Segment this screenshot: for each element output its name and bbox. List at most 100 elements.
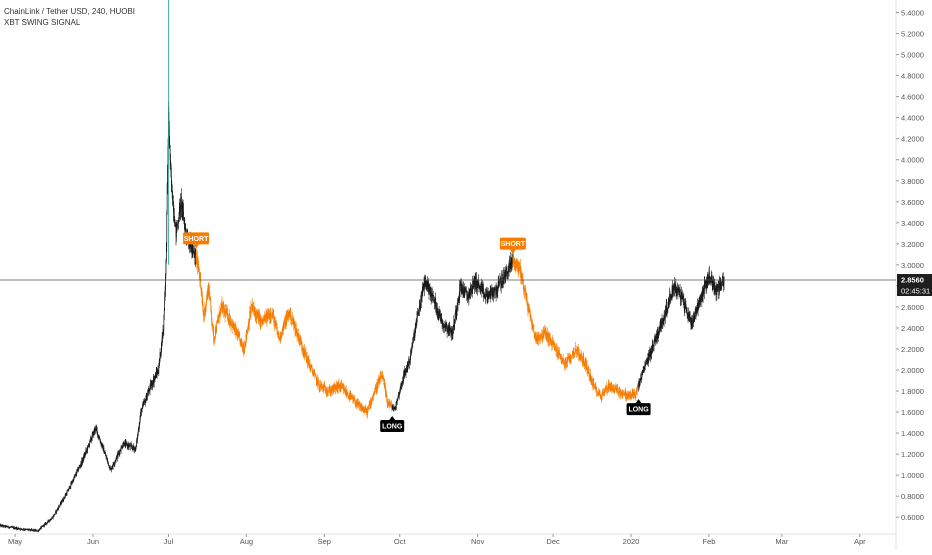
candle-body [246,333,247,337]
candle-body [548,333,549,342]
grid [0,0,896,550]
symbol-title[interactable]: ChainLink / Tether USD, 240, HUOBI [4,6,135,17]
candle-body [628,393,629,395]
y-tick-label: 5.4000 [901,9,924,18]
y-tick-label: 3.8000 [901,177,924,186]
y-tick-label: 2.6000 [901,303,924,312]
candle-body [62,502,63,503]
x-tick-label: Oct [394,537,407,546]
signals: SHORT LONG SHORT LONG [183,232,650,432]
signal-label-text: SHORT [501,241,526,248]
candle-body [567,361,568,366]
y-tick-label: 4.8000 [901,72,924,81]
price-badge: 2.8560 02:45:31 [897,274,932,296]
x-tick-label: Apr [854,537,866,546]
y-tick-label: 4.0000 [901,156,924,165]
candle-body [108,461,109,463]
candle-body [67,491,68,492]
y-tick-label: 3.6000 [901,198,924,207]
x-tick-label: Nov [471,537,485,546]
long-signal[interactable]: LONG [380,416,404,432]
candle-body [216,323,217,331]
y-tick-label: 1.0000 [901,471,924,480]
y-tick-label: 2.2000 [901,345,924,354]
candle-body [142,409,143,413]
y-tick-label: 5.0000 [901,51,924,60]
candle-body [210,299,211,306]
short-signal[interactable]: SHORT [183,232,209,248]
candle-body [48,520,49,521]
x-tick-label: 2020 [623,537,640,546]
candle-body [97,430,98,431]
chart-legend: ChainLink / Tether USD, 240, HUOBI XBT S… [4,6,135,28]
candle-body [397,401,398,404]
candle-body [686,304,687,308]
candle-body [420,301,421,308]
y-tick-label: 0.6000 [901,513,924,522]
candle-body [312,367,313,371]
short-signal[interactable]: SHORT [500,238,526,254]
y-tick-label: 4.4000 [901,114,924,123]
candle-body [193,248,194,250]
y-tick-label: 3.0000 [901,261,924,270]
candle-body [428,284,429,294]
candle-body [717,291,718,295]
candle-body [121,447,122,451]
candle-body [305,349,306,354]
x-tick-label: Feb [702,537,715,546]
candle-body [541,337,542,338]
candle-body [283,323,284,328]
y-tick-label: 1.8000 [901,387,924,396]
x-tick-label: Mar [775,537,788,546]
candle-body [130,445,131,447]
long-signal[interactable]: LONG [627,399,651,415]
candle-body [533,326,534,333]
candle-body [218,317,219,321]
candle-body [67,491,68,494]
candle-body [180,199,181,212]
y-axis: 0.6000 0.8000 1.0000 1.2000 1.4000 1.6000 1.80… [896,9,924,523]
signal-label-text: SHORT [184,236,209,243]
signal-label-text: LONG [382,423,403,430]
candle-body [318,380,319,384]
candle-body [132,447,133,448]
y-tick-label: 4.2000 [901,135,924,144]
candle-body [158,368,159,373]
candle-body [546,329,547,331]
y-tick-label: 1.6000 [901,408,924,417]
countdown-badge-value: 02:45:31 [901,287,930,296]
indicator-title[interactable]: XBT SWING SIGNAL [4,17,135,28]
candle-body [68,490,69,491]
price-badge-value: 2.8560 [901,276,924,285]
y-tick-label: 2.4000 [901,324,924,333]
candle-body [21,528,22,529]
y-tick-label: 3.4000 [901,219,924,228]
y-tick-label: 1.4000 [901,429,924,438]
signal-label-text: LONG [628,407,649,414]
candle-body [107,460,108,461]
candle-body [148,392,149,395]
y-tick-label: 5.2000 [901,30,924,39]
y-tick-label: 0.8000 [901,492,924,501]
candle-body [596,390,597,393]
candles [0,0,724,532]
x-tick-label: May [8,537,22,546]
candle-body [661,323,662,328]
x-tick-label: Jul [164,537,174,546]
y-tick-label: 3.2000 [901,240,924,249]
x-tick-label: Sep [318,537,331,546]
y-tick-label: 2.0000 [901,366,924,375]
candle-body [291,321,292,322]
x-tick-label: Aug [240,537,253,546]
candle-body [169,142,170,145]
x-tick-label: Jun [87,537,99,546]
candle-body [166,211,167,247]
y-tick-label: 1.2000 [901,450,924,459]
candle-body [164,310,165,316]
candle-body [417,315,418,318]
signal-pointer [389,416,395,420]
candle-body [610,384,611,389]
